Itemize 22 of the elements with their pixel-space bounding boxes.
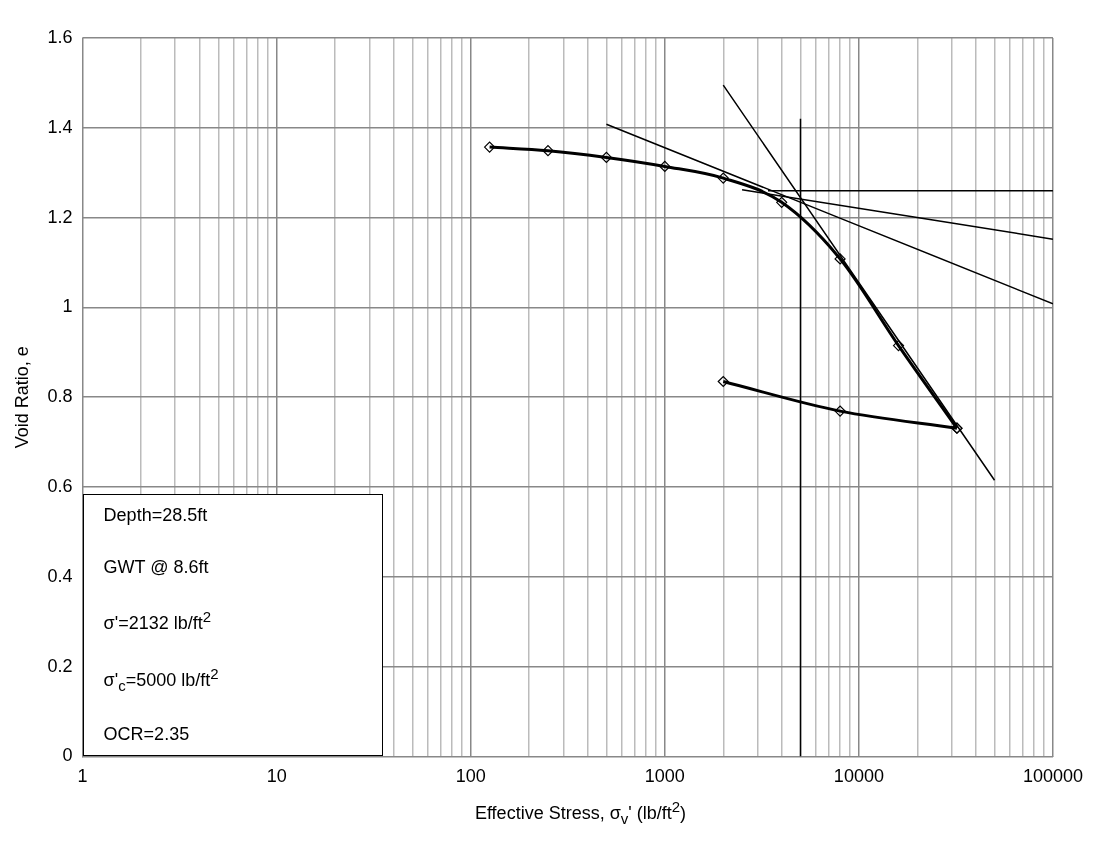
y-tick-label: 0.6 [47, 475, 73, 496]
y-tick-label: 1.2 [47, 206, 73, 227]
y-tick-label: 0.4 [47, 565, 73, 586]
x-tick-label: 10 [266, 766, 287, 787]
y-tick-label: 0.8 [47, 386, 73, 407]
x-axis-title: Effective Stress, σ$_{v}$' (lb/ft$^{2}$) [473, 798, 688, 827]
annotation: OCR=2.35 [103, 724, 191, 746]
y-tick-label: 1 [62, 296, 73, 317]
y-tick-label: 1.4 [47, 116, 73, 137]
annotation: σ'=2132 lb/ft$^{2}$ [103, 608, 213, 635]
y-axis-title: Void Ratio, e [11, 346, 32, 449]
annotation: σ'$_{c}$=5000 lb/ft$^{2}$ [103, 665, 220, 694]
annotation: GWT @ 8.6ft [103, 556, 210, 578]
y-tick-label: 0.2 [47, 655, 73, 676]
x-tick-label: 100000 [1022, 766, 1084, 787]
x-tick-label: 1000 [644, 766, 685, 787]
annotation: Depth=28.5ft [103, 505, 209, 527]
y-tick-label: 1.6 [47, 26, 73, 47]
x-tick-label: 10000 [833, 766, 884, 787]
y-tick-label: 0 [62, 745, 73, 766]
x-tick-label: 1 [77, 766, 88, 787]
x-tick-label: 100 [455, 766, 486, 787]
